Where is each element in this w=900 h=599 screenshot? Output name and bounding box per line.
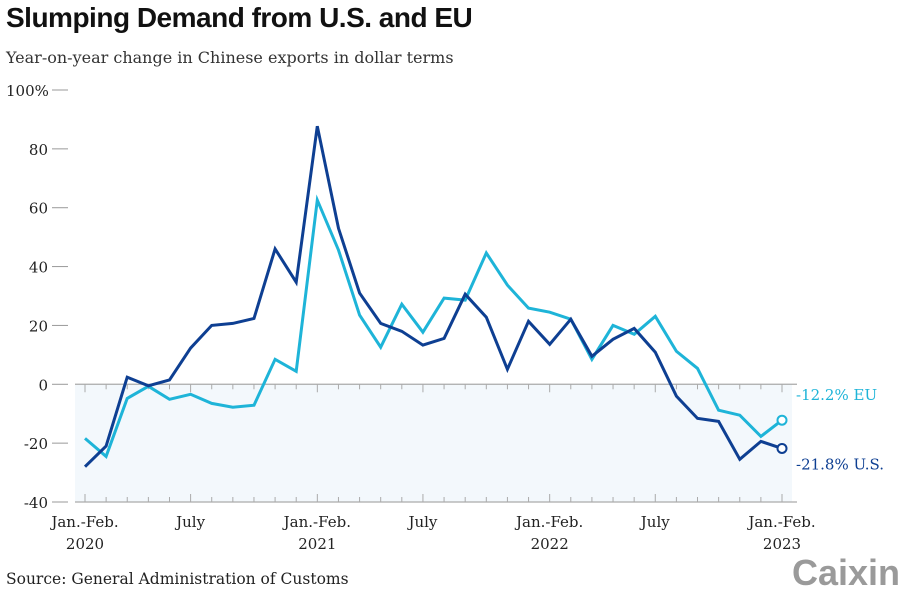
end-point-marker [776,442,788,454]
chart-subtitle: Year-on-year change in Chinese exports i… [6,48,454,67]
y-tick-label: 100% [6,82,49,100]
x-tick-label: July [639,513,670,531]
x-tick-label: Jan.-Feb. [746,513,815,531]
series-line-us [83,125,783,468]
x-tick-label: Jan.-Feb. [49,513,118,531]
x-tick-label: July [406,513,437,531]
x-tick-label: 2021 [298,535,336,553]
y-tick-label: 20 [29,317,48,335]
end-label: -21.8% U.S. [796,455,884,473]
y-tick-label: -40 [24,494,48,512]
x-tick-label: 2020 [66,535,104,553]
chart-title: Slumping Demand from U.S. and EU [6,2,473,33]
x-tick-label: Jan.-Feb. [282,513,351,531]
x-tick-label: July [174,513,205,531]
y-tick-label: 0 [38,376,48,394]
series-line-eu [84,194,783,459]
x-tick-label: 2023 [763,535,801,553]
y-tick-label: 40 [29,259,48,277]
end-point-marker [776,414,788,426]
y-tick-label: 60 [29,200,48,218]
x-tick-label: 2022 [531,535,569,553]
y-tick-label: -20 [24,435,48,453]
source-note: Source: General Administration of Custom… [6,570,349,588]
x-tick-label: Jan.-Feb. [514,513,583,531]
caixin-logo: Caixin [792,552,900,593]
negative-region [75,384,792,502]
y-tick-label: 80 [29,141,48,159]
end-label: -12.2% EU [796,386,877,404]
